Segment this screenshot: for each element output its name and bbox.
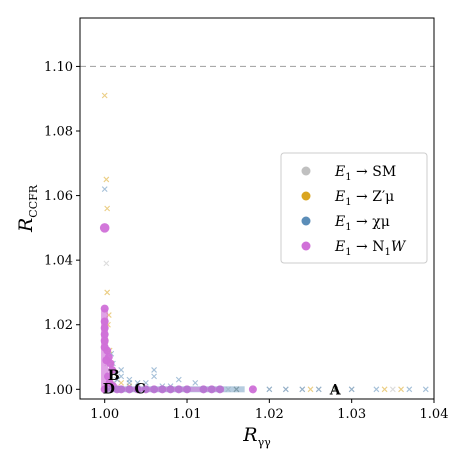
data-point <box>151 373 157 380</box>
data-point <box>101 92 108 99</box>
data-point <box>406 386 413 393</box>
data-point <box>299 386 306 393</box>
x-tick-label: 1.04 <box>420 407 449 422</box>
data-point <box>192 379 199 386</box>
series-1 <box>101 260 396 393</box>
legend-marker <box>301 166 311 176</box>
point-label-c: C <box>135 382 146 398</box>
data-point <box>134 379 141 386</box>
data-point <box>104 289 111 296</box>
data-point <box>332 386 339 393</box>
data-points-layer <box>99 92 429 394</box>
x-axis-label-subscript: γγ <box>258 436 272 449</box>
legend-label: E1 → N1W <box>334 239 407 258</box>
data-point <box>315 386 322 393</box>
data-point <box>422 386 429 393</box>
y-axis-label: RCCFR <box>15 184 40 233</box>
data-point <box>103 260 110 267</box>
y-axis-label-main: R <box>15 218 37 233</box>
y-axis-ticks: 1.00 1.02 1.04 1.06 1.08 1.10 <box>44 60 80 398</box>
data-point <box>282 386 289 393</box>
legend-marker <box>301 191 311 201</box>
data-point <box>99 223 110 233</box>
legend-label: E1 → χμ <box>334 214 390 233</box>
x-axis-label: Rγγ <box>242 424 271 449</box>
data-point <box>151 367 157 373</box>
y-tick-label: 1.08 <box>44 125 73 140</box>
point-label-d: D <box>103 382 115 398</box>
y-tick-label: 1.02 <box>44 318 73 333</box>
x-tick-label: 1.02 <box>255 407 284 422</box>
data-point <box>103 176 110 183</box>
x-axis-ticks: 1.00 1.01 1.02 1.03 1.04 <box>90 399 448 422</box>
data-point <box>118 379 125 386</box>
dense-band-magenta <box>104 386 225 392</box>
data-point <box>225 386 232 393</box>
legend: E1 → SM E1 → Z′μ E1 → χμ E1 → N1W <box>280 152 428 264</box>
legend-item-3: E1 → χμ <box>301 214 390 233</box>
data-point <box>101 186 108 193</box>
y-tick-label: 1.04 <box>44 254 73 269</box>
data-point <box>248 385 257 394</box>
legend-label: E1 → SM <box>334 164 396 183</box>
data-point <box>233 386 240 393</box>
point-annotations-layer: A BC D <box>103 368 342 398</box>
data-point <box>118 367 125 373</box>
y-tick-label: 1.00 <box>44 383 73 398</box>
legend-item-1: E1 → SM <box>301 164 396 183</box>
data-point <box>389 386 396 393</box>
y-tick-label: 1.10 <box>44 60 73 75</box>
data-point <box>118 373 125 380</box>
legend-item-2: E1 → Z′μ <box>301 189 394 208</box>
legend-marker <box>301 241 311 251</box>
data-point <box>348 386 355 393</box>
data-point <box>373 386 380 393</box>
legend-item-4: E1 → N1W <box>301 239 407 258</box>
point-label-a: A <box>329 382 342 398</box>
data-point <box>126 379 133 386</box>
data-point <box>104 205 111 212</box>
data-point <box>381 386 388 393</box>
data-point <box>114 376 120 383</box>
data-point <box>142 379 149 386</box>
dense-column-magenta <box>101 308 109 390</box>
data-point <box>398 386 404 393</box>
y-axis-label-subscript: CCFR <box>27 184 40 217</box>
legend-box <box>280 152 428 264</box>
point-label-b: B <box>108 368 120 384</box>
plot-frame <box>79 17 435 400</box>
data-point <box>108 365 117 374</box>
x-tick-label: 1.01 <box>173 407 202 422</box>
data-point <box>266 386 273 393</box>
x-tick-label: 1.03 <box>337 407 366 422</box>
dense-band <box>101 308 245 393</box>
data-point <box>175 376 182 383</box>
legend-label: E1 → Z′μ <box>334 189 394 208</box>
data-point <box>307 386 314 393</box>
legend-marker <box>301 216 311 226</box>
y-tick-label: 1.06 <box>44 189 73 204</box>
x-tick-label: 1.00 <box>90 407 119 422</box>
x-axis-label-main: R <box>242 424 257 446</box>
